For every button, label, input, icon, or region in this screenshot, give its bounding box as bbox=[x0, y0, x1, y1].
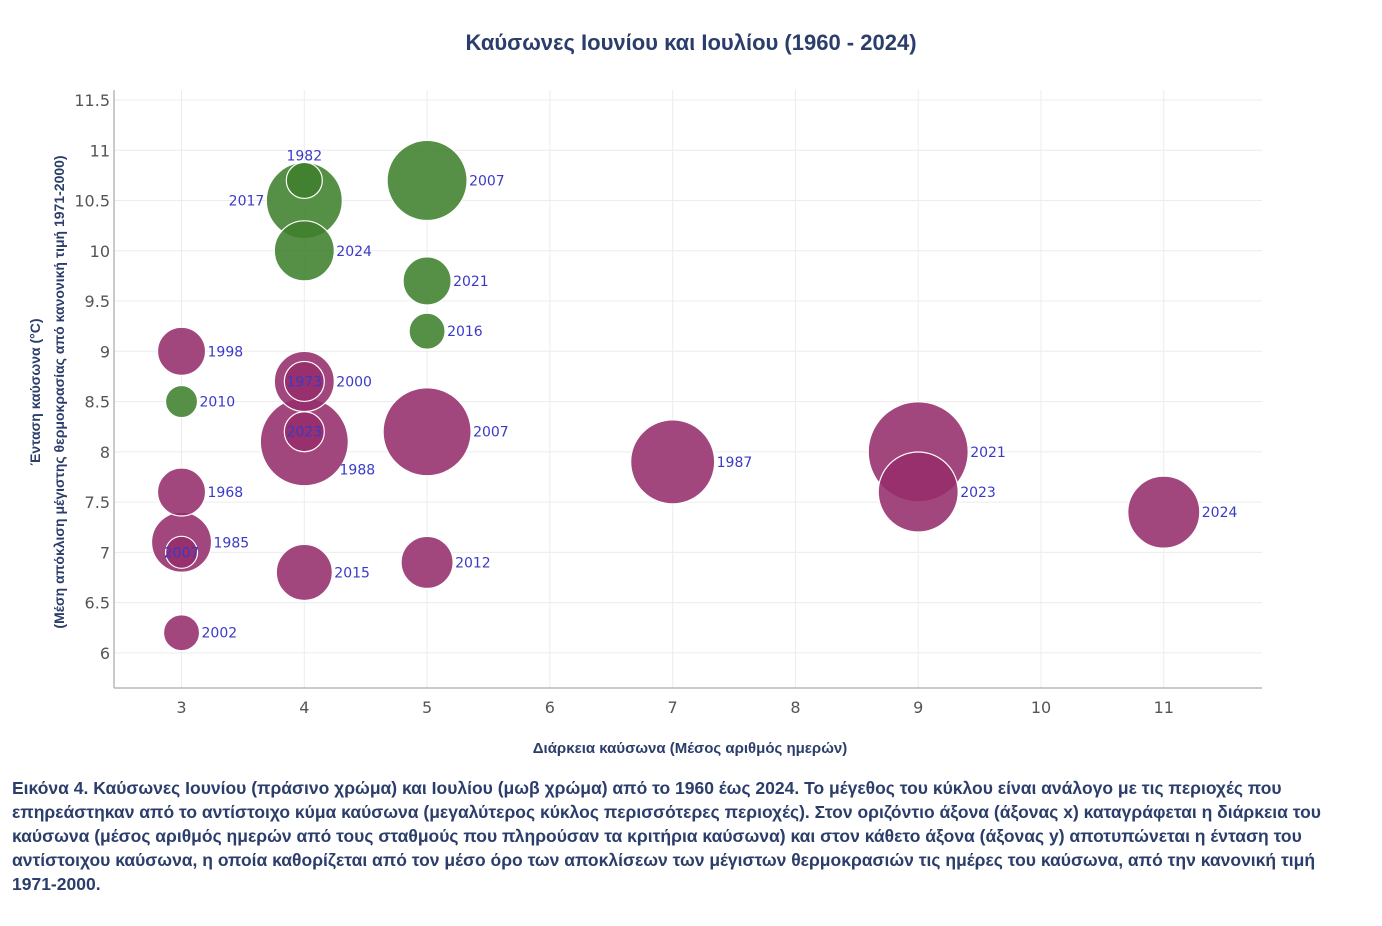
bubble-label: 2021 bbox=[453, 274, 489, 290]
bubble-2023 bbox=[877, 451, 959, 533]
y-tick-label: 10.5 bbox=[74, 192, 110, 211]
x-tick-label: 4 bbox=[299, 698, 309, 717]
bubble-2007 bbox=[386, 139, 468, 222]
bubble-label: 1973 bbox=[286, 374, 322, 390]
x-tick-label: 3 bbox=[176, 698, 186, 717]
bubble-label: 2015 bbox=[334, 565, 370, 581]
bubble-label: 1968 bbox=[208, 485, 244, 501]
y-tick-label: 9 bbox=[100, 342, 110, 361]
y-tick-label: 11 bbox=[90, 141, 110, 160]
bubble-2007 bbox=[164, 535, 199, 569]
bubble-label: 2023 bbox=[286, 425, 322, 441]
bubble-1982 bbox=[285, 161, 323, 200]
bubble-label: 2016 bbox=[447, 324, 483, 340]
bubble-label: 2007 bbox=[473, 425, 509, 441]
bubble-2021 bbox=[402, 256, 452, 306]
bubble-1968 bbox=[156, 467, 207, 517]
x-tick-labels: 3 4 5 6 7 8 9 10 11 bbox=[176, 698, 1174, 717]
bubble-1998 bbox=[156, 326, 207, 376]
bubble-label: 1987 bbox=[717, 455, 753, 471]
x-tick-label: 8 bbox=[790, 698, 800, 717]
bubble-label: 2021 bbox=[970, 445, 1006, 461]
bubble-label: 2024 bbox=[336, 244, 372, 260]
x-tick-label: 7 bbox=[668, 698, 678, 717]
x-tick-label: 9 bbox=[913, 698, 923, 717]
figure-caption: Εικόνα 4. Καύσωνες Ιουνίου (πράσινο χρώμ… bbox=[12, 778, 1321, 894]
bubble-2002 bbox=[162, 614, 201, 652]
y-tick-label: 9.5 bbox=[85, 292, 110, 311]
y-tick-label: 8 bbox=[100, 443, 110, 462]
y-tick-label: 11.5 bbox=[74, 91, 110, 110]
bubble-label: 2024 bbox=[1202, 505, 1238, 521]
y-tick-label: 8.5 bbox=[85, 393, 110, 412]
bubble-label: 2010 bbox=[200, 395, 236, 411]
bubble-2024 bbox=[273, 220, 335, 282]
chart-title: Καύσωνες Ιουνίου και Ιουλίου (1960 - 202… bbox=[465, 30, 916, 55]
bubble-label: 1998 bbox=[208, 344, 244, 360]
bubble-label: 2012 bbox=[455, 555, 491, 571]
y-tick-label: 6.5 bbox=[85, 594, 110, 613]
bubble-2012 bbox=[400, 535, 454, 589]
bubble-1987 bbox=[630, 419, 716, 505]
bubble-label: 2007 bbox=[469, 173, 505, 189]
bubble-label: 2000 bbox=[336, 374, 372, 390]
bubble-label: 1988 bbox=[340, 463, 376, 479]
x-tick-label: 5 bbox=[422, 698, 432, 717]
bubble-label: 2007 bbox=[164, 545, 200, 561]
bubble-2015 bbox=[275, 543, 333, 602]
y-tick-labels: 6 6.5 7 7.5 8 8.5 9 9.5 10 10.5 11 11.5 bbox=[74, 91, 110, 663]
bubble-2024 bbox=[1127, 475, 1201, 549]
x-tick-label: 6 bbox=[545, 698, 555, 717]
bubble-1973 bbox=[283, 360, 325, 403]
y-axis-title: Ένταση καύσωνα (°C) bbox=[27, 318, 43, 465]
bubble-2023 bbox=[283, 411, 325, 453]
bubble-label: 2002 bbox=[202, 626, 238, 642]
y-tick-label: 7.5 bbox=[85, 493, 110, 512]
y-axis-subtitle: (Μέση απόκλιση μέγιστης θερμοκρασίας από… bbox=[51, 155, 67, 628]
bubble-label: 1985 bbox=[214, 535, 250, 551]
bubble-label: 2023 bbox=[960, 485, 996, 501]
bubble-2016 bbox=[408, 312, 446, 350]
y-tick-label: 10 bbox=[90, 242, 110, 261]
axes bbox=[113, 90, 1262, 689]
y-tick-label: 6 bbox=[100, 644, 110, 663]
x-tick-label: 10 bbox=[1031, 698, 1051, 717]
x-tick-label: 11 bbox=[1154, 698, 1174, 717]
y-tick-label: 7 bbox=[100, 543, 110, 562]
bubble-label: 1982 bbox=[286, 148, 322, 164]
bubbles bbox=[150, 139, 1201, 652]
x-axis-title: Διάρκεια καύσωνα (Μέσος αριθμός ημερών) bbox=[533, 740, 847, 757]
bubble-labels: 2021 2007 1988 1987 2007 2023 2017 2024 2024 2000… bbox=[164, 148, 1238, 641]
bubble-chart: Καύσωνες Ιουνίου και Ιουλίου (1960 - 202… bbox=[27, 30, 1262, 757]
bubble-2007 bbox=[382, 387, 472, 477]
bubble-label: 2017 bbox=[229, 194, 265, 210]
bubble-2010 bbox=[164, 384, 199, 419]
